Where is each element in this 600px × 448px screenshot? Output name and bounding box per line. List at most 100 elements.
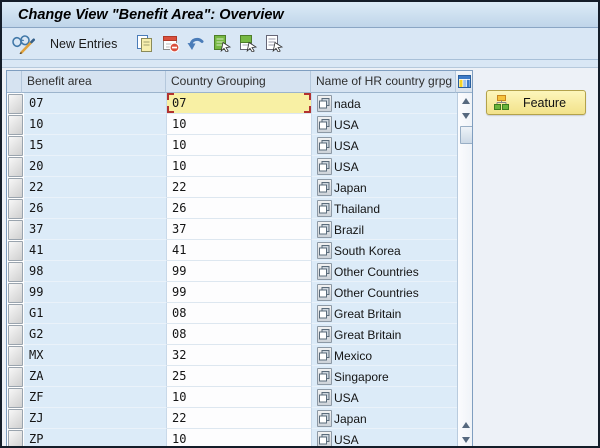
cell-country-grouping[interactable]: 32 [167,345,312,366]
cell-benefit-area[interactable]: G2 [24,324,167,345]
cell-country-name[interactable]: Mexico [312,345,457,366]
cell-country-name[interactable]: Japan [312,408,457,429]
cell-country-name[interactable]: USA [312,429,457,446]
cell-country-grouping[interactable]: 10 [167,156,312,177]
row-selector-button[interactable] [8,94,23,114]
cell-benefit-area[interactable]: 98 [24,261,167,282]
cell-benefit-area[interactable]: 37 [24,219,167,240]
row-selector-button[interactable] [8,157,23,177]
copy-overlay-icon[interactable] [317,220,332,238]
cell-country-grouping[interactable]: 10 [167,429,312,446]
copy-overlay-icon[interactable] [317,304,332,322]
scroll-down-bottom-icon[interactable] [458,432,473,446]
select-all-icon[interactable] [210,32,234,56]
row-selector-button[interactable] [8,346,23,366]
header-country-grouping[interactable]: Country Grouping [166,71,311,93]
cell-country-grouping[interactable]: 10 [167,114,312,135]
cell-country-name[interactable]: USA [312,156,457,177]
row-selector-button[interactable] [8,430,23,446]
copy-overlay-icon[interactable] [317,94,332,112]
row-selector-button[interactable] [8,304,23,324]
cell-country-grouping[interactable]: 22 [167,408,312,429]
feature-button[interactable]: Feature [486,90,586,115]
cell-country-grouping[interactable]: 99 [167,261,312,282]
vertical-scrollbar[interactable] [457,93,473,446]
cell-benefit-area[interactable]: 26 [24,198,167,219]
copy-overlay-icon[interactable] [317,409,332,427]
scroll-down-icon[interactable] [458,108,473,123]
copy-overlay-icon[interactable] [317,325,332,343]
delete-entry-icon[interactable] [158,32,182,56]
copy-overlay-icon[interactable] [317,136,332,154]
deselect-all-icon[interactable] [262,32,286,56]
row-selector-button[interactable] [8,262,23,282]
cell-country-grouping[interactable]: 41 [167,240,312,261]
row-selector-button[interactable] [8,325,23,345]
select-block-icon[interactable] [236,32,260,56]
cell-country-grouping[interactable]: 22 [167,177,312,198]
row-selector-button[interactable] [8,115,23,135]
cell-country-name[interactable]: Singapore [312,366,457,387]
cell-benefit-area[interactable]: G1 [24,303,167,324]
cell-benefit-area[interactable]: 41 [24,240,167,261]
cell-country-grouping[interactable]: 37 [167,219,312,240]
row-selector-button[interactable] [8,283,23,303]
cell-benefit-area[interactable]: ZJ [24,408,167,429]
cell-benefit-area[interactable]: ZA [24,366,167,387]
copy-overlay-icon[interactable] [317,430,332,446]
header-country-name[interactable]: Name of HR country grpg [311,71,455,93]
cell-benefit-area[interactable]: 20 [24,156,167,177]
copy-overlay-icon[interactable] [317,283,332,301]
cell-benefit-area[interactable]: ZP [24,429,167,446]
cell-country-name[interactable]: Thailand [312,198,457,219]
cell-benefit-area[interactable]: 15 [24,135,167,156]
display-change-toggle-icon[interactable] [11,32,35,56]
copy-overlay-icon[interactable] [317,346,332,364]
cell-country-name[interactable]: Other Countries [312,261,457,282]
scrollbar-thumb[interactable] [459,126,472,144]
row-selector-button[interactable] [8,367,23,387]
cell-benefit-area[interactable]: 22 [24,177,167,198]
cell-country-grouping[interactable]: 10 [167,135,312,156]
row-selector-button[interactable] [8,220,23,240]
cell-benefit-area[interactable]: 07 [24,93,167,114]
cell-country-name[interactable]: USA [312,387,457,408]
cell-country-grouping[interactable]: 08 [167,303,312,324]
cell-country-grouping[interactable]: 99 [167,282,312,303]
row-selector-button[interactable] [8,199,23,219]
cell-benefit-area[interactable]: 10 [24,114,167,135]
copy-as-icon[interactable] [132,32,156,56]
cell-country-name[interactable]: USA [312,114,457,135]
copy-overlay-icon[interactable] [317,157,332,175]
cell-country-name[interactable]: Great Britain [312,324,457,345]
row-selector-button[interactable] [8,178,23,198]
copy-overlay-icon[interactable] [317,241,332,259]
new-entries-button[interactable]: New Entries [50,36,118,51]
header-benefit-area[interactable]: Benefit area [22,71,166,93]
copy-overlay-icon[interactable] [317,115,332,133]
undo-icon[interactable] [184,32,208,56]
copy-overlay-icon[interactable] [317,388,332,406]
cell-country-grouping[interactable]: 10 [167,387,312,408]
cell-country-name[interactable]: nada [312,93,457,114]
row-selector-button[interactable] [8,409,23,429]
scroll-up-bottom-icon[interactable] [458,417,473,432]
row-selector-button[interactable] [8,136,23,156]
cell-country-grouping[interactable]: 08 [167,324,312,345]
cell-benefit-area[interactable]: MX [24,345,167,366]
copy-overlay-icon[interactable] [317,262,332,280]
cell-country-grouping[interactable]: 25 [167,366,312,387]
cell-country-name[interactable]: Japan [312,177,457,198]
table-configuration-icon[interactable] [455,71,472,93]
copy-overlay-icon[interactable] [317,199,332,217]
cell-country-name[interactable]: Brazil [312,219,457,240]
row-selector-button[interactable] [8,241,23,261]
copy-overlay-icon[interactable] [317,178,332,196]
scroll-up-icon[interactable] [458,93,473,108]
cell-benefit-area[interactable]: ZF [24,387,167,408]
cell-country-name[interactable]: USA [312,135,457,156]
row-selector-button[interactable] [8,388,23,408]
cell-benefit-area[interactable]: 99 [24,282,167,303]
cell-country-grouping[interactable]: 07 [167,93,312,114]
cell-country-name[interactable]: Other Countries [312,282,457,303]
